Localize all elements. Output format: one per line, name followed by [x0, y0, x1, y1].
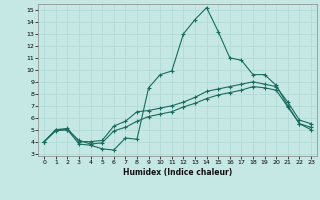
- X-axis label: Humidex (Indice chaleur): Humidex (Indice chaleur): [123, 168, 232, 177]
